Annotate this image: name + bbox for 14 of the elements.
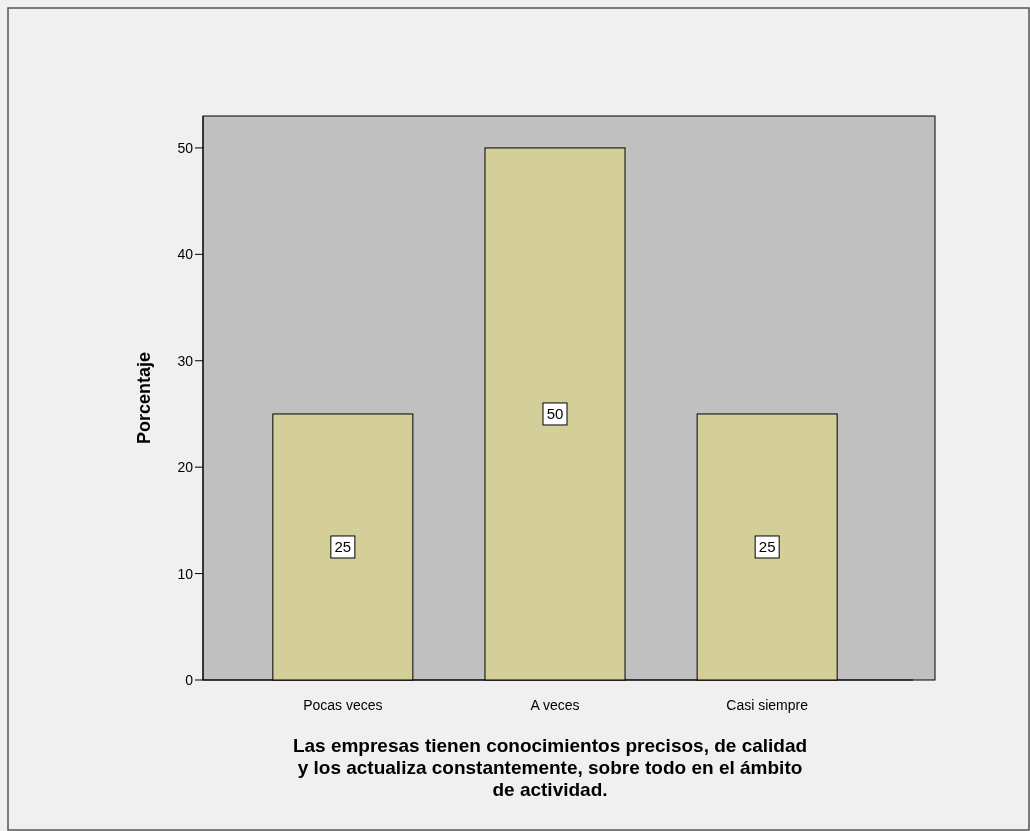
x-tick-label: Casi siempre	[726, 697, 809, 713]
y-tick-label: 50	[177, 139, 194, 156]
x-axis-title: Las empresas tienen conocimientos precisos, de calidad y los actualiza constantemente, sobre todo en el ámbito de actividad.	[292, 735, 808, 800]
y-tick-label: 0	[185, 672, 194, 688]
y-tick-label: 20	[177, 459, 194, 476]
x-tick-label: Pocas veces	[303, 697, 383, 713]
data-label: 25	[758, 537, 776, 555]
data-label: 25	[334, 537, 352, 555]
data-label: 50	[546, 404, 564, 422]
x-tick-label: A veces	[530, 697, 580, 713]
y-tick-label: 40	[177, 246, 194, 263]
y-tick-label: 30	[177, 352, 194, 369]
y-tick-label: 10	[177, 565, 194, 582]
y-axis-title: Porcentaje	[134, 351, 154, 445]
